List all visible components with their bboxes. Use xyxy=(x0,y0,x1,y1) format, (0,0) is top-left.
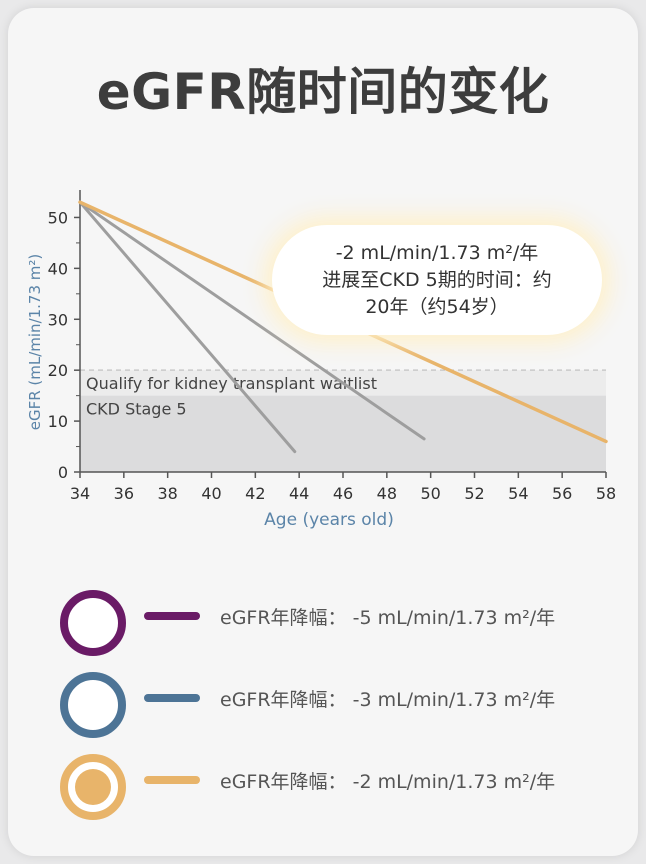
callout-line-2: 进展至CKD 5期的时间：约 xyxy=(322,268,552,291)
x-tick-label: 54 xyxy=(508,484,528,503)
legend-line-swatch xyxy=(144,612,200,620)
x-tick-label: 34 xyxy=(70,484,90,503)
y-tick-label: 0 xyxy=(58,463,68,482)
legend-label: eGFR年降幅： -3 mL/min/1.73 m²/年 xyxy=(220,689,556,711)
x-tick-label: 58 xyxy=(596,484,616,503)
y-axis-label: eGFR (mL/min/1.73 m²) xyxy=(26,254,44,431)
circle-icon xyxy=(60,590,126,656)
x-tick-label: 40 xyxy=(201,484,221,503)
x-tick-label: 38 xyxy=(157,484,177,503)
series-line-1 xyxy=(78,200,297,454)
x-tick-label: 44 xyxy=(289,484,309,503)
x-tick-label: 56 xyxy=(552,484,572,503)
x-tick-label: 52 xyxy=(464,484,484,503)
series-line-2 xyxy=(78,200,426,441)
x-tick-label: 42 xyxy=(245,484,265,503)
legend-item-1: eGFR年降幅： -5 mL/min/1.73 m²/年 xyxy=(0,587,646,657)
y-tick-label: 30 xyxy=(48,310,68,329)
legend-item-3: eGFR年降幅： -2 mL/min/1.73 m²/年 xyxy=(0,751,646,821)
legend-line-swatch xyxy=(144,694,200,702)
circle-icon xyxy=(60,672,126,738)
y-tick-label: 40 xyxy=(48,259,68,278)
filled-circle-icon xyxy=(60,754,126,820)
x-tick-label: 36 xyxy=(114,484,134,503)
band-label: Qualify for kidney transplant waitlist xyxy=(86,374,377,393)
callout-line-1: -2 mL/min/1.73 m²/年 xyxy=(335,241,539,264)
x-axis-label: Age (years old) xyxy=(264,510,394,530)
x-tick-label: 50 xyxy=(420,484,440,503)
legend-item-2: eGFR年降幅： -3 mL/min/1.73 m²/年 xyxy=(0,669,646,739)
legend-label: eGFR年降幅： -5 mL/min/1.73 m²/年 xyxy=(220,607,556,629)
band-label: CKD Stage 5 xyxy=(86,400,187,419)
band-ckd-stage-5 xyxy=(80,395,606,472)
legend-label: eGFR年降幅： -2 mL/min/1.73 m²/年 xyxy=(220,771,556,793)
legend-line-swatch xyxy=(144,776,200,784)
y-tick-label: 50 xyxy=(48,208,68,227)
callout-line-3: 20年（约54岁） xyxy=(365,295,509,318)
page-title: eGFR随时间的变化 xyxy=(96,63,550,121)
y-tick-label: 10 xyxy=(48,412,68,431)
callout-bubble: -2 mL/min/1.73 m²/年 进展至CKD 5期的时间：约 20年（约… xyxy=(272,225,602,335)
y-tick-label: 20 xyxy=(48,361,68,380)
x-tick-label: 46 xyxy=(333,484,353,503)
x-tick-label: 48 xyxy=(377,484,397,503)
egfr-line-chart: Qualify for kidney transplant waitlist CK… xyxy=(26,190,616,530)
